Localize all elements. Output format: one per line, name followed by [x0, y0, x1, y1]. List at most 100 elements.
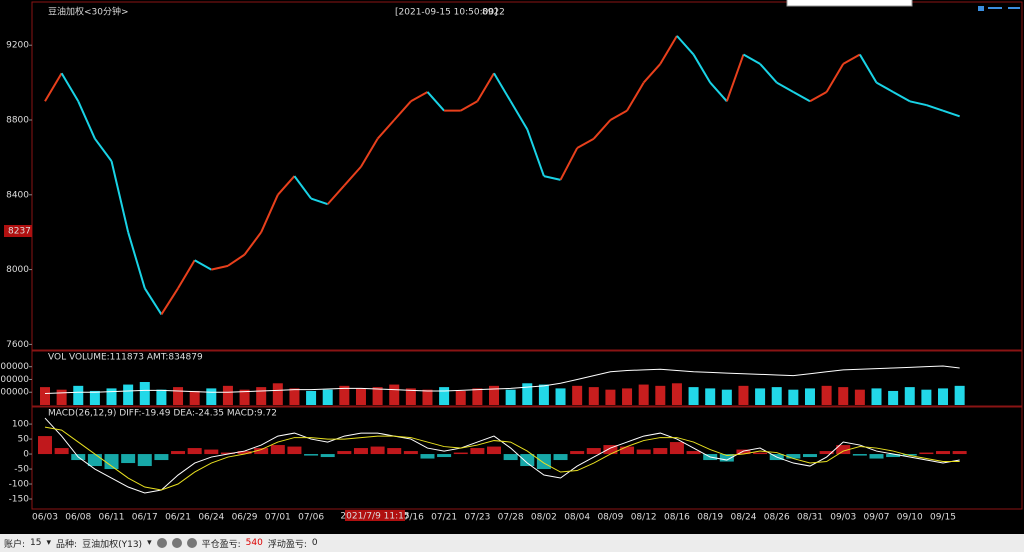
price-segment: [759, 63, 778, 84]
macd-bar: [503, 454, 518, 461]
macd-bar: [270, 445, 285, 455]
price-segment: [310, 197, 329, 206]
volume-bar: [771, 387, 782, 405]
macd-bar: [736, 449, 751, 455]
macd-bar: [753, 452, 768, 455]
symbol[interactable]: 豆油加权(Y13): [82, 539, 143, 550]
volume-bar: [838, 387, 849, 405]
price-segment: [277, 175, 296, 196]
volume-bar: [605, 389, 616, 405]
price-segment: [526, 129, 545, 177]
volume-bar: [139, 382, 150, 405]
price-segment: [77, 100, 96, 140]
price-segment: [460, 100, 478, 112]
volume-bar: [272, 383, 283, 405]
background: [0, 0, 1024, 534]
y-tick-label: 50: [18, 435, 30, 445]
volume-bar: [588, 387, 599, 405]
volume-bar: [954, 385, 965, 405]
price-segment: [725, 54, 745, 102]
price-segment: [659, 35, 678, 65]
price-segment: [194, 259, 212, 271]
volume-bar: [655, 385, 666, 405]
volume-bar: [755, 388, 766, 405]
x-tick-label: 09/03: [830, 513, 856, 523]
nav-icons[interactable]: [978, 6, 1020, 11]
x-tick-label: 08/12: [631, 513, 657, 523]
y-tick-label: 9200: [6, 41, 29, 51]
macd-bar: [254, 448, 269, 455]
price-segment: [742, 53, 761, 65]
account[interactable]: 15: [30, 538, 42, 548]
price-segment: [426, 91, 445, 112]
volume-bar: [489, 385, 500, 405]
price-segment: [876, 81, 894, 93]
macd-bar: [104, 454, 119, 470]
macd-bar: [54, 448, 69, 455]
chart-title: 豆油加权<30分钟>: [48, 6, 129, 18]
volume-bar: [705, 388, 716, 405]
y-tick-label: 100000: [0, 388, 29, 398]
x-tick-label: 06/24: [198, 513, 224, 523]
macd-bar: [237, 451, 252, 455]
volume-bar: [322, 389, 333, 405]
price-segment: [825, 63, 845, 93]
macd-bar: [220, 452, 235, 455]
volume-bar: [788, 389, 799, 405]
macd-bar: [886, 454, 901, 458]
macd-bar: [786, 454, 801, 459]
volume-bar: [256, 387, 267, 405]
symbol-label: 品种:: [56, 539, 78, 550]
vol-title: VOL VOLUME:111873 AMT:834879: [48, 353, 203, 363]
x-tick-label: 08/19: [697, 513, 723, 523]
x-tick-label: 08/09: [597, 513, 623, 523]
volume-bar: [389, 384, 400, 405]
macd-bar: [353, 448, 368, 455]
macd-bar: [819, 451, 834, 455]
price-segment: [211, 264, 229, 271]
volume-bar: [89, 390, 100, 405]
macd-bar: [686, 451, 701, 455]
price-segment: [360, 138, 379, 168]
price-segment: [509, 100, 529, 130]
price-segment: [110, 160, 130, 233]
price-segment: [293, 175, 312, 200]
volume-ma-line: [44, 365, 960, 395]
volume-bar: [173, 387, 184, 405]
status-bar: 账户: 15 ▾ 品种: 豆油加权(Y13) ▾ 平仓盈亏: 540 浮动盈亏: 0: [0, 534, 1024, 552]
macd-bar: [852, 454, 867, 456]
macd-bar: [919, 452, 934, 455]
price-segment: [676, 35, 695, 56]
volume-bar: [405, 388, 416, 405]
glasses[interactable]: [186, 538, 197, 548]
x-tick-label: 09/15: [930, 513, 956, 523]
macd-bar: [536, 454, 551, 470]
price-segment: [642, 63, 662, 84]
last-price: 8922: [482, 8, 505, 18]
macd-bar: [320, 454, 335, 458]
macd-bar: [902, 454, 917, 456]
zoom-in[interactable]: [171, 538, 182, 548]
y-tick-label: 8400: [6, 190, 29, 200]
macd-bar: [171, 451, 186, 455]
volume-bar: [306, 390, 317, 405]
zoom-out[interactable]: [156, 538, 167, 548]
volume-bar: [721, 389, 732, 405]
price-marker: [4, 225, 32, 237]
x-tick-label: 08/24: [730, 513, 756, 523]
volume-bar: [622, 388, 633, 405]
price-segment: [343, 166, 362, 187]
price-segment: [94, 138, 113, 162]
y-tick-label: -150: [9, 495, 30, 505]
cursor-box: [345, 510, 405, 521]
price-segment: [626, 82, 645, 112]
volume-bar: [422, 389, 433, 405]
macd-bar: [520, 454, 535, 467]
x-tick-label: 07/01: [265, 513, 291, 523]
macd-bar: [653, 448, 668, 455]
macd-bar: [403, 451, 418, 455]
macd-bar: [603, 445, 618, 455]
volume-bar: [206, 388, 217, 405]
macd-bar: [570, 451, 585, 455]
x-tick-label: 06/03: [32, 513, 58, 523]
